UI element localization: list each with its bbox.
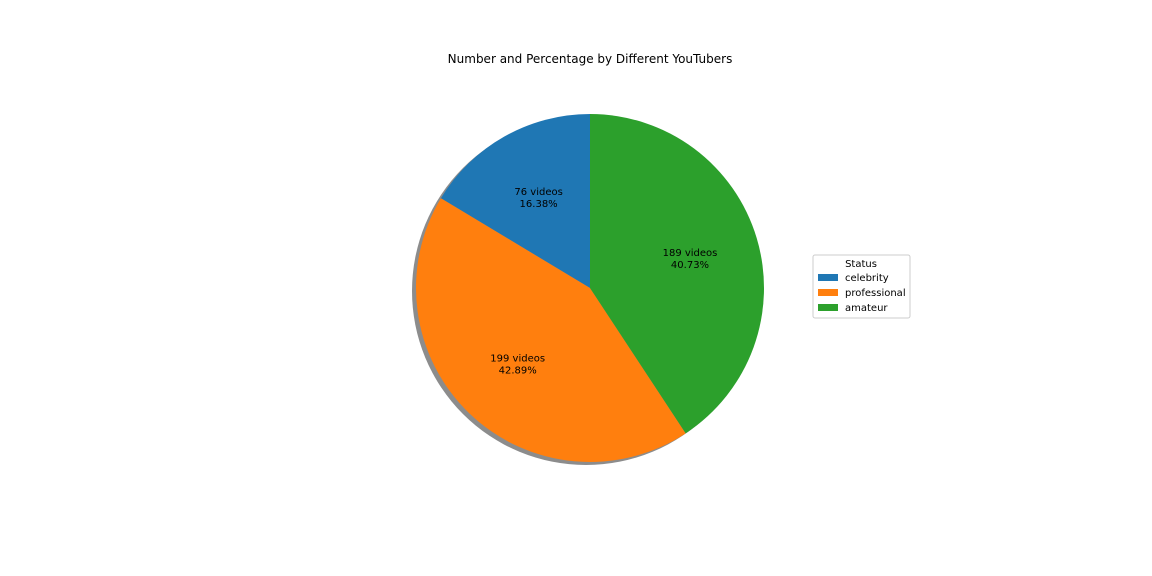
legend-swatch-professional: [818, 289, 838, 296]
slice-label-celebrity: 76 videos 16.38%: [514, 187, 562, 210]
slice-label-amateur: 189 videos 40.73%: [663, 248, 718, 271]
legend-frame: [812, 254, 911, 319]
legend-swatch-celebrity: [818, 274, 838, 281]
slice-label-count: 199 videos: [490, 353, 545, 364]
pie-slice-labels: 76 videos 16.38% 199 videos 42.89% 189 video…: [490, 187, 717, 376]
legend-title: Status: [845, 259, 877, 270]
slice-label-percent: 42.89%: [499, 365, 537, 376]
pie: 76 videos 16.38% 199 videos 42.89% 189 video…: [412, 113, 765, 465]
pie-slices: [415, 113, 765, 462]
slice-label-count: 76 videos: [514, 187, 562, 198]
pie-slice-amateur: [590, 113, 765, 434]
slice-label-count: 189 videos: [663, 248, 718, 259]
pie-slice-professional: [415, 198, 686, 462]
legend-swatch-amateur: [818, 304, 838, 311]
pie-slice-celebrity: [440, 114, 590, 288]
legend: Status celebrity professional amateur: [812, 254, 911, 319]
legend-label-amateur: amateur: [845, 303, 888, 314]
legend-entries: celebrity professional amateur: [818, 273, 906, 314]
slice-label-professional: 199 videos 42.89%: [490, 353, 545, 376]
slice-label-percent: 16.38%: [520, 199, 558, 210]
chart-title: Number and Percentage by Different YouTu…: [448, 52, 733, 66]
slice-label-percent: 40.73%: [671, 260, 709, 271]
legend-label-professional: professional: [845, 288, 906, 299]
legend-label-celebrity: celebrity: [845, 273, 889, 284]
